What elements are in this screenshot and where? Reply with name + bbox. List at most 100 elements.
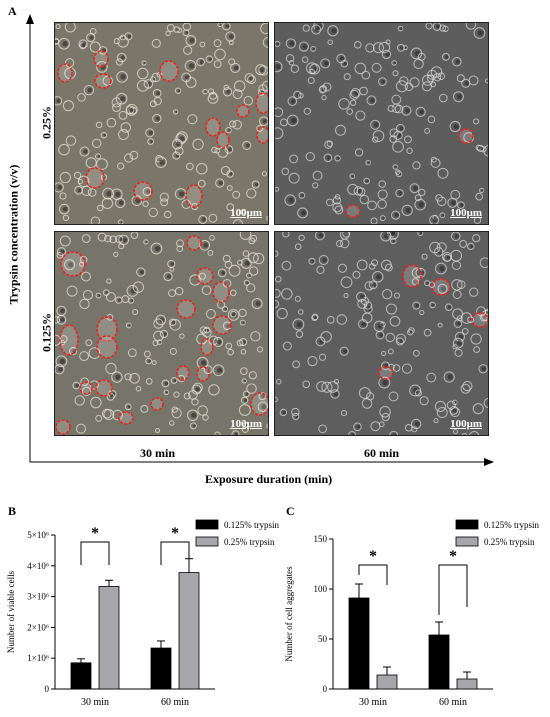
cell-mark — [414, 421, 420, 427]
cell-mark — [57, 185, 63, 190]
cell-mark — [221, 305, 229, 313]
cell-mark — [118, 200, 124, 206]
cell-mark — [55, 355, 68, 368]
cell-mark — [113, 251, 119, 257]
cell-mark — [281, 288, 293, 300]
cell-mark — [395, 165, 398, 169]
aggregate-outline — [60, 251, 86, 277]
cell-mark — [381, 49, 392, 60]
cell-mark — [382, 216, 385, 220]
cell-mark — [366, 392, 375, 401]
cell-mark — [450, 407, 461, 418]
cell-mark — [208, 384, 220, 396]
cell-mark — [118, 110, 128, 120]
cell-mark — [81, 386, 92, 397]
cell-mark — [275, 396, 278, 403]
cell-mark — [248, 266, 259, 276]
cell-mark — [185, 77, 197, 88]
cell-mark — [469, 287, 479, 297]
aggregate-outline — [378, 366, 394, 380]
cell-mark — [401, 204, 413, 216]
aggregate-outline — [216, 131, 230, 149]
cell-mark — [387, 104, 395, 113]
cell-mark — [78, 39, 88, 49]
cell-mark — [448, 305, 452, 309]
cell-mark — [298, 92, 304, 99]
significance-bracket — [160, 541, 190, 565]
cell-mark — [394, 169, 401, 175]
cell-mark — [343, 62, 347, 66]
cell-mark — [261, 171, 268, 177]
cell-mark — [428, 281, 436, 288]
cell-mark — [120, 122, 132, 133]
cell-mark — [355, 110, 366, 121]
cell-mark — [127, 405, 131, 409]
cell-mark — [275, 127, 284, 140]
cell-mark — [318, 254, 329, 266]
cell-mark — [392, 364, 401, 372]
cell-mark — [124, 403, 132, 411]
cell-mark — [242, 390, 250, 398]
cell-mark — [349, 89, 360, 100]
aggregate-outline — [118, 411, 134, 425]
aggregate-outline — [186, 235, 202, 251]
cell-mark — [354, 62, 367, 75]
cell-mark — [252, 252, 265, 265]
cell-mark — [58, 143, 70, 156]
cell-mark — [472, 234, 481, 243]
cell-mark — [395, 333, 407, 344]
bar — [348, 597, 370, 690]
cell-mark — [143, 350, 151, 358]
cell-mark — [289, 41, 295, 46]
cell-mark — [143, 239, 149, 245]
cell-mark — [477, 30, 484, 36]
cell-mark — [312, 182, 319, 189]
cell-mark — [117, 129, 130, 141]
cell-mark — [285, 54, 295, 63]
cell-mark — [382, 379, 389, 386]
cell-mark — [336, 240, 344, 248]
cell-mark — [216, 339, 222, 345]
cell-mark — [380, 232, 392, 242]
cell-mark — [189, 422, 197, 430]
cell-mark — [79, 351, 90, 362]
cell-mark — [233, 65, 239, 71]
cell-mark — [240, 348, 247, 355]
cell-mark — [225, 126, 232, 134]
cell-mark — [183, 392, 191, 400]
cell-mark — [286, 114, 299, 127]
cell-mark — [355, 291, 367, 302]
cell-mark — [248, 274, 252, 277]
cell-mark — [258, 392, 267, 401]
cell-mark — [298, 192, 306, 199]
cell-mark — [385, 52, 390, 57]
cell-mark — [303, 107, 311, 115]
category-label: 60 min — [161, 697, 189, 708]
cell-mark — [393, 292, 401, 299]
cell-mark — [169, 266, 175, 272]
cell-mark — [248, 75, 253, 81]
cell-mark — [135, 386, 142, 392]
cell-mark — [444, 303, 453, 311]
row-label-0.125: 0.125% — [39, 313, 54, 352]
cell-mark — [242, 321, 245, 324]
cell-mark — [298, 41, 309, 52]
cell-mark — [111, 371, 123, 383]
cell-mark — [177, 374, 185, 383]
cell-mark — [435, 262, 447, 275]
cell-mark — [336, 314, 348, 325]
cell-mark — [392, 239, 396, 243]
cell-mark — [109, 235, 118, 244]
cell-mark — [368, 263, 376, 270]
cell-mark — [405, 108, 410, 113]
cell-mark — [192, 424, 196, 428]
cell-mark — [418, 188, 426, 197]
cell-mark — [379, 333, 383, 338]
cell-mark — [394, 213, 399, 218]
cell-mark — [189, 274, 201, 286]
cell-mark — [62, 214, 70, 221]
cell-mark — [169, 347, 177, 355]
cell-mark — [387, 348, 394, 355]
cell-mark — [201, 327, 212, 338]
cell-mark — [334, 205, 344, 215]
